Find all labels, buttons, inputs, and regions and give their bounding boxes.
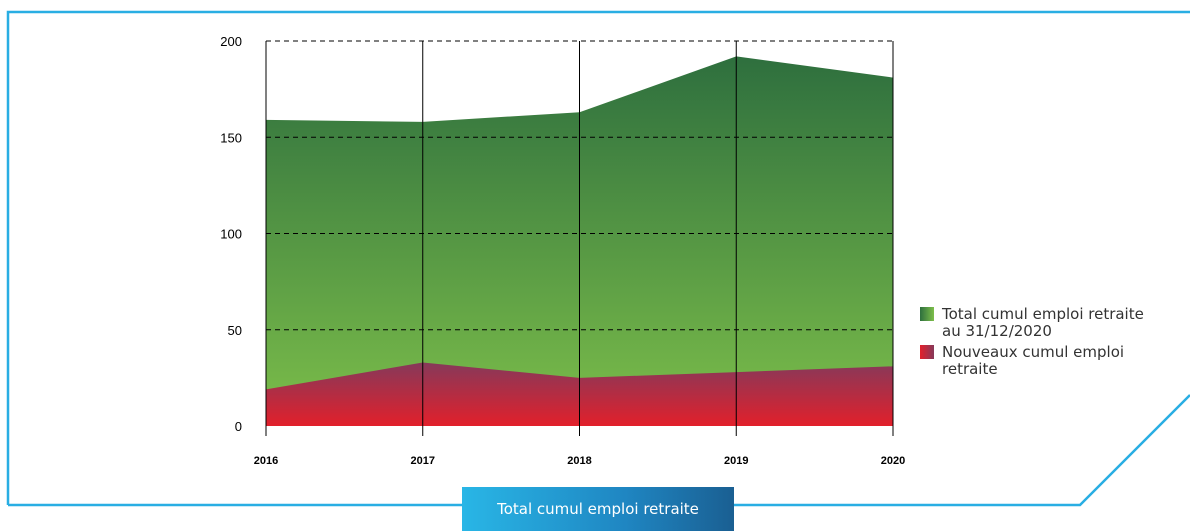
legend-label-nouveaux-line1: Nouveaux cumul emploi xyxy=(942,343,1125,361)
legend-label-total-line1: Total cumul emploi retraite xyxy=(942,305,1144,323)
x-tick-label: 2019 xyxy=(724,455,748,467)
x-tick-label: 2016 xyxy=(254,455,278,467)
y-tick-label: 150 xyxy=(220,130,242,145)
x-tick-label: 2020 xyxy=(881,455,905,467)
legend-item-total: Total cumul emploi retraite au 31/12/202… xyxy=(920,306,1170,340)
x-tick-label: 2018 xyxy=(567,455,591,467)
legend-label-total-line2: au 31/12/2020 xyxy=(942,322,1052,340)
chart-legend: Total cumul emploi retraite au 31/12/202… xyxy=(920,306,1170,382)
y-tick-label: 200 xyxy=(220,34,242,49)
y-tick-label: 100 xyxy=(220,227,242,242)
legend-item-nouveaux: Nouveaux cumul emploi retraite xyxy=(920,344,1170,378)
legend-label-nouveaux-line2: retraite xyxy=(942,360,998,378)
legend-swatch-green xyxy=(920,307,934,321)
legend-swatch-red xyxy=(920,345,934,359)
y-tick-label: 50 xyxy=(228,323,242,338)
y-tick-label: 0 xyxy=(235,419,242,434)
x-tick-label: 2017 xyxy=(411,455,435,467)
chart-caption: Total cumul emploi retraite xyxy=(462,487,734,531)
